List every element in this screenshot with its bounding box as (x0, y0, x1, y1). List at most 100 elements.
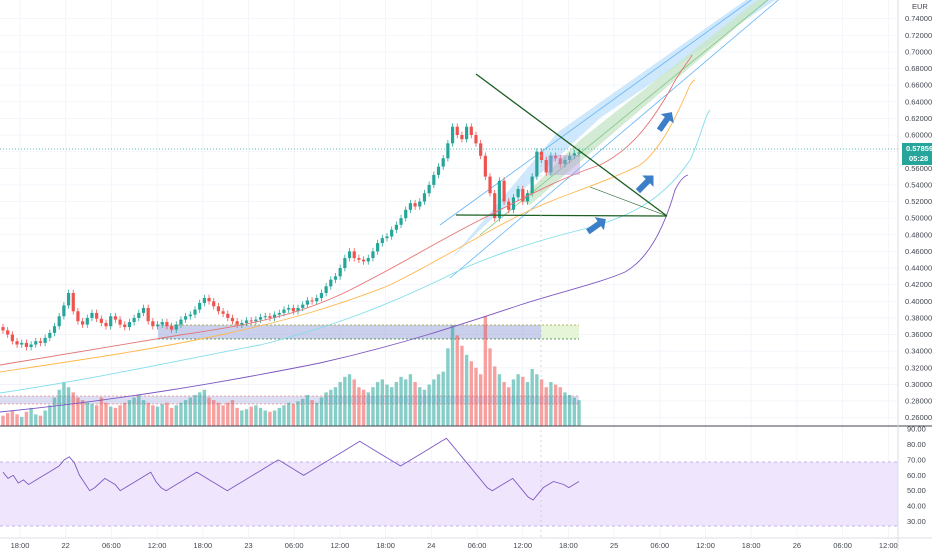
volume-bar (404, 379, 408, 426)
time-tick: 06:00 (650, 541, 669, 550)
volume-bar (34, 414, 38, 426)
volume-bar (268, 411, 272, 426)
price-axis[interactable]: 0.74000 0.72000 0.70000 0.68000 0.66000 0.640… (905, 14, 932, 422)
candle-body (254, 319, 258, 322)
volume-bar (57, 389, 61, 426)
volume-bar (132, 397, 136, 426)
rsi-tick: 50.00 (907, 486, 926, 495)
candle-body (427, 184, 431, 194)
volume-bar (324, 392, 328, 426)
volume-bar (197, 392, 202, 426)
volume-bar (553, 384, 558, 426)
candle-body (244, 320, 249, 323)
volume-bar (282, 405, 286, 426)
volume-bar (418, 387, 422, 426)
candle-body (263, 316, 267, 318)
volume-bar (469, 361, 473, 426)
candle-body (57, 316, 61, 327)
volume-bar (48, 405, 52, 426)
volume-bar (464, 354, 469, 426)
price-tick: 0.34000 (905, 347, 932, 356)
volume-bar (277, 407, 281, 426)
candle-body (165, 322, 169, 327)
volume-bar (221, 405, 225, 426)
volume-bar (558, 387, 562, 426)
volume-bar (249, 406, 253, 426)
candle-body (202, 297, 206, 303)
volume-bar (535, 374, 539, 426)
volume-bar (141, 400, 146, 426)
candle-body (549, 155, 553, 173)
candle-body (273, 314, 277, 318)
time-tick: 18:00 (742, 541, 761, 550)
volume-bar (315, 402, 319, 426)
candle-body (553, 155, 558, 159)
candle-body (436, 166, 441, 175)
candle-body (109, 316, 113, 327)
candle-body (268, 316, 272, 318)
time-tick: 06:00 (285, 541, 304, 550)
price-tick: 0.42000 (905, 280, 932, 289)
volume-bar (272, 410, 277, 426)
candle-body (301, 304, 305, 308)
support-zone-ext (541, 325, 579, 339)
candle-body (343, 258, 347, 269)
volume-bar (530, 369, 534, 426)
volume-bar (286, 402, 291, 426)
volume-bar (207, 397, 211, 426)
arrow-icon (635, 175, 654, 194)
candle-body (6, 330, 10, 335)
volume-bar (24, 411, 29, 426)
volume-bar (483, 316, 488, 426)
candle-body (441, 158, 445, 167)
candle-body (104, 322, 108, 327)
volume-bar (493, 366, 497, 426)
candle-body (539, 151, 544, 160)
candle-body (240, 322, 244, 325)
volume-bar (507, 387, 511, 426)
candle-body (422, 193, 427, 202)
price-tick: 0.72000 (905, 31, 932, 40)
volume-bar (516, 374, 520, 426)
volume-bar (389, 387, 394, 426)
volume-bar (577, 400, 581, 426)
candle-body (305, 300, 309, 305)
volume-bar (361, 389, 366, 426)
price-tick: 0.46000 (905, 247, 932, 256)
volume-bar (310, 400, 314, 426)
volume-bar (10, 410, 15, 426)
volume-bar (441, 371, 445, 426)
price-tick: 0.40000 (905, 297, 932, 306)
candle-body (113, 316, 117, 320)
candle-countdown: 05:28 (909, 154, 928, 163)
rsi-tick: 90.00 (907, 425, 926, 434)
candle-body (371, 251, 375, 259)
volume-bar (567, 394, 572, 426)
volume-bar (422, 389, 427, 426)
price-tick: 0.70000 (905, 47, 932, 56)
regression-channel-blue (450, 0, 776, 260)
candle-body (535, 151, 539, 177)
time-tick: 12:00 (331, 541, 350, 550)
price-tick: 0.28000 (905, 397, 932, 406)
volume-bar (193, 394, 197, 426)
time-tick: 12:00 (696, 541, 715, 550)
volume-bar (427, 384, 431, 426)
time-axis[interactable]: 18:00 22 06:00 12:00 18:00 23 06:00 12:00 18:00 2… (11, 541, 898, 550)
volume-bar (478, 374, 483, 426)
candle-body (179, 319, 183, 325)
candle-body (287, 307, 291, 310)
candle-body (235, 321, 239, 325)
volume-bar (455, 335, 459, 426)
ma-red (0, 54, 693, 366)
volume-bar (408, 374, 413, 426)
candle-body (24, 342, 29, 348)
volume-bar (497, 374, 502, 426)
rsi-band (0, 462, 898, 526)
candle-body (511, 197, 516, 210)
rsi-axis[interactable]: 90.00 80.00 70.00 60.00 50.00 40.00 30.00 (907, 425, 926, 527)
candle-body (497, 180, 501, 219)
time-tick: 23 (244, 541, 252, 550)
volume-bar (118, 405, 122, 426)
